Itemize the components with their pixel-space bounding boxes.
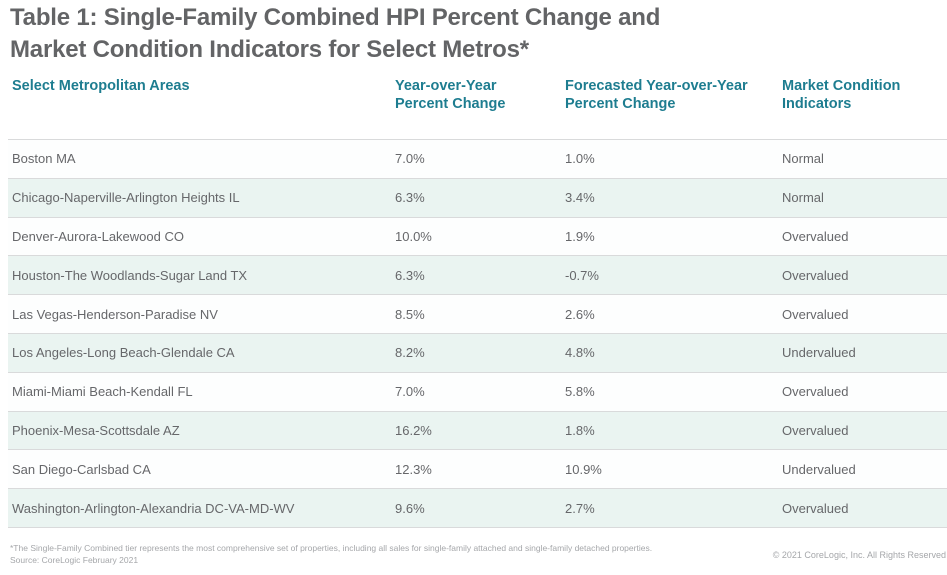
page-title: Table 1: Single-Family Combined HPI Perc… bbox=[10, 2, 750, 66]
table-row: Chicago-Naperville-Arlington Heights IL 6… bbox=[8, 177, 947, 217]
cell-forecast: 5.8% bbox=[565, 384, 595, 400]
cell-condition: Undervalued bbox=[782, 345, 856, 361]
cell-yoy: 9.6% bbox=[395, 500, 425, 516]
cell-forecast: 2.6% bbox=[565, 306, 595, 322]
cell-condition: Overvalued bbox=[782, 267, 849, 283]
table-row: Washington-Arlington-Alexandria DC-VA-MD… bbox=[8, 488, 947, 527]
cell-metro: Boston MA bbox=[12, 151, 76, 167]
cell-condition: Overvalued bbox=[782, 422, 849, 438]
table-column-headers: Select Metropolitan Areas Year-over-Year… bbox=[8, 78, 947, 113]
cell-forecast: 3.4% bbox=[565, 190, 595, 206]
cell-metro: Las Vegas-Henderson-Paradise NV bbox=[12, 306, 218, 322]
cell-forecast: 1.9% bbox=[565, 228, 595, 244]
cell-forecast: -0.7% bbox=[565, 267, 599, 283]
cell-forecast: 1.8% bbox=[565, 422, 595, 438]
cell-yoy: 7.0% bbox=[395, 384, 425, 400]
page-title-line1: Table 1: Single-Family Combined HPI Perc… bbox=[10, 4, 661, 31]
cell-yoy: 10.0% bbox=[395, 228, 432, 244]
table-body: Boston MA 7.0% 1.0% Normal Chicago-Napervill… bbox=[8, 139, 947, 528]
cell-forecast: 2.7% bbox=[565, 500, 595, 516]
cell-metro: Los Angeles-Long Beach-Glendale CA bbox=[12, 345, 235, 361]
column-header-metro: Select Metropolitan Areas bbox=[12, 78, 190, 94]
cell-forecast: 4.8% bbox=[565, 345, 595, 361]
cell-condition: Overvalued bbox=[782, 306, 849, 322]
cell-forecast: 10.9% bbox=[565, 461, 602, 477]
table-row: Boston MA 7.0% 1.0% Normal bbox=[8, 139, 947, 178]
table-row: Houston-The Woodlands-Sugar Land TX 6.3% -… bbox=[8, 255, 947, 295]
cell-yoy: 16.2% bbox=[395, 422, 432, 438]
cell-metro: Phoenix-Mesa-Scottsdale AZ bbox=[12, 422, 180, 438]
source-text: Source: CoreLogic February 2021 bbox=[10, 554, 139, 565]
cell-yoy: 8.2% bbox=[395, 345, 425, 361]
table-row: Las Vegas-Henderson-Paradise NV 8.5% 2.6% O… bbox=[8, 294, 947, 333]
cell-condition: Overvalued bbox=[782, 500, 849, 516]
cell-condition: Overvalued bbox=[782, 384, 849, 400]
cell-metro: Houston-The Woodlands-Sugar Land TX bbox=[12, 267, 248, 283]
table-row: San Diego-Carlsbad CA 12.3% 10.9% Undervalu… bbox=[8, 449, 947, 489]
table-row: Denver-Aurora-Lakewood CO 10.0% 1.9% Overva… bbox=[8, 216, 947, 256]
footnote: *The Single-Family Combined tier represe… bbox=[10, 543, 710, 566]
cell-metro: Washington-Arlington-Alexandria DC-VA-MD… bbox=[12, 500, 295, 516]
column-header-forecast: Forecasted Year-over-Year Percent Change bbox=[565, 78, 748, 112]
copyright-text: © 2021 CoreLogic, Inc. All Rights Reserv… bbox=[772, 550, 946, 560]
footnote-text: *The Single-Family Combined tier represe… bbox=[10, 543, 653, 553]
cell-condition: Normal bbox=[782, 190, 824, 206]
cell-metro: Miami-Miami Beach-Kendall FL bbox=[12, 384, 193, 400]
table-row: Phoenix-Mesa-Scottsdale AZ 16.2% 1.8% Overv… bbox=[8, 410, 947, 450]
cell-yoy: 12.3% bbox=[395, 461, 432, 477]
page-title-line2: Market Condition Indicators for Select M… bbox=[10, 36, 529, 63]
table-row: Los Angeles-Long Beach-Glendale CA 8.2% 4.… bbox=[8, 332, 947, 372]
cell-yoy: 7.0% bbox=[395, 151, 425, 167]
cell-condition: Overvalued bbox=[782, 228, 849, 244]
cell-yoy: 6.3% bbox=[395, 190, 425, 206]
cell-metro: San Diego-Carlsbad CA bbox=[12, 461, 151, 477]
cell-yoy: 6.3% bbox=[395, 267, 425, 283]
cell-condition: Undervalued bbox=[782, 461, 856, 477]
cell-metro: Chicago-Naperville-Arlington Heights IL bbox=[12, 190, 240, 206]
cell-yoy: 8.5% bbox=[395, 306, 425, 322]
table-row: Miami-Miami Beach-Kendall FL 7.0% 5.8% Over… bbox=[8, 371, 947, 411]
cell-forecast: 1.0% bbox=[565, 151, 595, 167]
column-header-condition: Market Condition Indicators bbox=[782, 78, 901, 112]
cell-condition: Normal bbox=[782, 151, 824, 167]
column-header-yoy: Year-over-Year Percent Change bbox=[395, 78, 506, 112]
cell-metro: Denver-Aurora-Lakewood CO bbox=[12, 228, 184, 244]
